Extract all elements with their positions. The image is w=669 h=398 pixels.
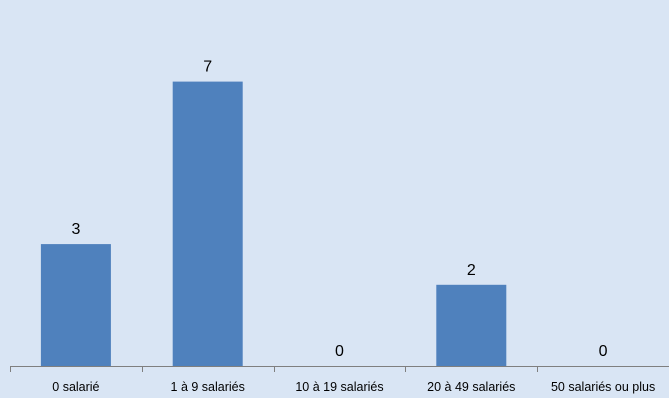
data-label: 2 — [467, 262, 476, 279]
bars-group — [40, 81, 507, 367]
x-axis-ticks-group — [10, 366, 538, 372]
data-label: 0 — [599, 343, 608, 360]
bar — [172, 81, 243, 366]
x-axis-labels-group: 0 salarié 1 à 9 salariés 10 à 19 salariés 2… — [52, 380, 655, 394]
x-tick-label: 1 à 9 salariés — [171, 380, 245, 394]
data-labels-group: 3 7 0 2 0 — [71, 59, 607, 360]
bar — [40, 244, 111, 366]
data-label: 3 — [71, 221, 80, 238]
bar — [436, 284, 507, 367]
data-label: 0 — [335, 343, 344, 360]
data-label: 7 — [203, 59, 212, 76]
x-tick-label: 50 salariés ou plus — [551, 380, 655, 394]
x-tick-label: 10 à 19 salariés — [295, 380, 383, 394]
x-tick-label: 0 salarié — [52, 380, 99, 394]
x-tick-label: 20 à 49 salariés — [427, 380, 515, 394]
